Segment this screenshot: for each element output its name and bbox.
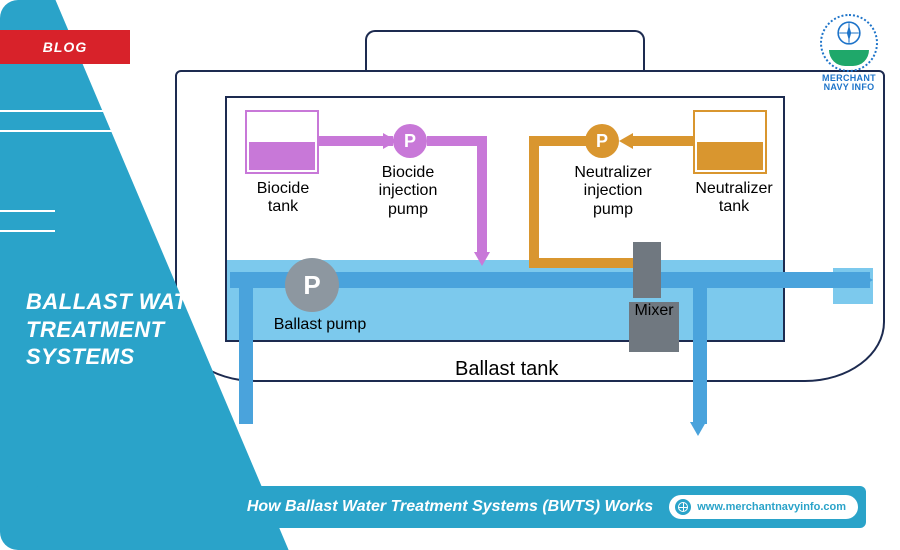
biocide-tank-fill [249,142,315,170]
arrow-neutralizer-to-pump [619,133,633,149]
subtitle-text: How Ballast Water Treatment Systems (BWT… [247,498,653,516]
pipe-biocide-down [477,136,487,254]
compass-icon [836,20,862,46]
biocide-injection-pump: P [393,124,427,158]
decor-stripe [0,130,150,132]
pipe-branch-to-tank [693,288,707,424]
label-biocide-tank: Biocidetank [241,180,325,217]
arrow-main-in [265,272,279,288]
mixer-body [633,248,661,298]
website-url: www.merchantnavyinfo.com [697,501,846,513]
subtitle-bar: How Ballast Water Treatment Systems (BWT… [34,486,866,528]
pipe-neutralizer-down [529,136,539,266]
arrow-branch-down [690,422,706,436]
neutralizer-tank-fill [697,142,763,170]
brand-logo: MERCHANT NAVY INFO [816,14,882,92]
biocide-tank [245,110,319,174]
label-mixer: Mixer [629,302,679,352]
ship-bridge-outline [365,30,645,70]
neutralizer-tank [693,110,767,174]
label-neutralizer-tank: Neutralizertank [689,180,779,217]
label-biocide-pump: Biocideinjectionpump [363,164,453,219]
bwts-diagram: P P P Biocidetank Biocideinjectionpump N… [135,30,855,460]
pipe-biocide-1 [319,136,393,146]
pipe-neutralizer-1 [629,136,693,146]
decor-stripe [0,110,150,112]
label-neutralizer-pump: Neutralizerinjectionpump [563,164,663,219]
decor-stripe [0,230,55,232]
neutralizer-injection-pump: P [585,124,619,158]
globe-icon [678,502,688,512]
arrow-main-out [859,272,873,288]
blog-tag: BLOG [0,30,130,64]
pipe-neutralizer-to-mixer [529,258,637,268]
page-title: BALLAST WATERTREATMENTSYSTEMS [26,288,219,371]
label-ballast-pump: Ballast pump [265,316,375,334]
website-chip[interactable]: www.merchantnavyinfo.com [669,495,858,519]
ballast-pump: P [285,258,339,312]
pipe-intake-vertical [239,276,253,424]
label-ballast-tank: Ballast tank [455,358,558,381]
infographic-canvas: P P P Biocidetank Biocideinjectionpump N… [0,0,900,550]
decor-stripe [0,210,55,212]
arrow-biocide-inject [474,252,490,266]
logo-text-bottom: NAVY INFO [816,83,882,92]
